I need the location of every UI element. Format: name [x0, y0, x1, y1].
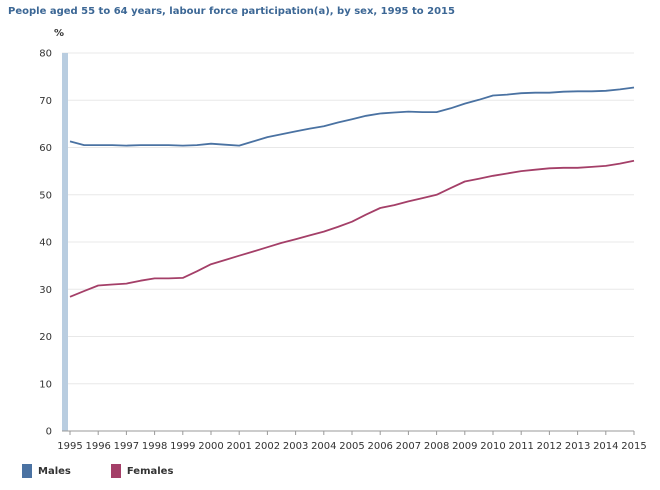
legend-swatch-males	[22, 464, 32, 478]
y-tick-label-0: 0	[46, 427, 52, 438]
x-tick-label-1995: 1995	[57, 441, 82, 452]
x-tick-label-1996: 1996	[85, 441, 110, 452]
y-tick-label-70: 70	[39, 96, 52, 107]
y-tick-label-20: 20	[39, 332, 52, 343]
series-line-females	[69, 159, 635, 298]
y-tick-label-50: 50	[39, 190, 52, 201]
x-tick-label-2012: 2012	[537, 441, 562, 452]
x-tick-label-2009: 2009	[452, 441, 477, 452]
y-tick-label-30: 30	[39, 285, 52, 296]
x-tick-label-2005: 2005	[339, 441, 364, 452]
legend-swatch-females	[110, 464, 121, 478]
x-tick-label-1997: 1997	[114, 441, 139, 452]
x-tick-label-2003: 2003	[283, 441, 308, 452]
y-tick-label-10: 10	[39, 379, 52, 390]
series-line-males	[69, 86, 635, 147]
x-tick-label-2015: 2015	[621, 441, 646, 452]
y-tick-label-40: 40	[39, 238, 52, 249]
x-tick-label-1999: 1999	[170, 441, 195, 452]
y-axis-bar	[62, 53, 68, 431]
x-tick-label-2006: 2006	[367, 441, 392, 452]
chart-title: People aged 55 to 64 years, labour force…	[8, 6, 455, 17]
legend-item-females: Females	[110, 464, 174, 478]
y-axis-unit-label: %	[54, 28, 64, 39]
x-tick-label-2010: 2010	[480, 441, 505, 452]
x-tick-label-2013: 2013	[565, 441, 590, 452]
x-tick-label-2001: 2001	[226, 441, 251, 452]
x-tick-label-2014: 2014	[593, 441, 618, 452]
y-tick-label-60: 60	[39, 143, 52, 154]
x-tick-label-1998: 1998	[142, 441, 167, 452]
legend-label-females: Females	[126, 465, 174, 477]
x-tick-label-2007: 2007	[396, 441, 421, 452]
legend-label-males: Males	[38, 465, 71, 477]
legend-item-males: Males	[22, 464, 71, 478]
x-tick-label-2002: 2002	[255, 441, 280, 452]
x-tick-label-2008: 2008	[424, 441, 449, 452]
x-tick-label-2000: 2000	[198, 441, 223, 452]
legend: Males Females	[22, 464, 173, 478]
x-tick-label-2011: 2011	[508, 441, 533, 452]
y-tick-label-80: 80	[39, 49, 52, 60]
x-tick-label-2004: 2004	[311, 441, 336, 452]
